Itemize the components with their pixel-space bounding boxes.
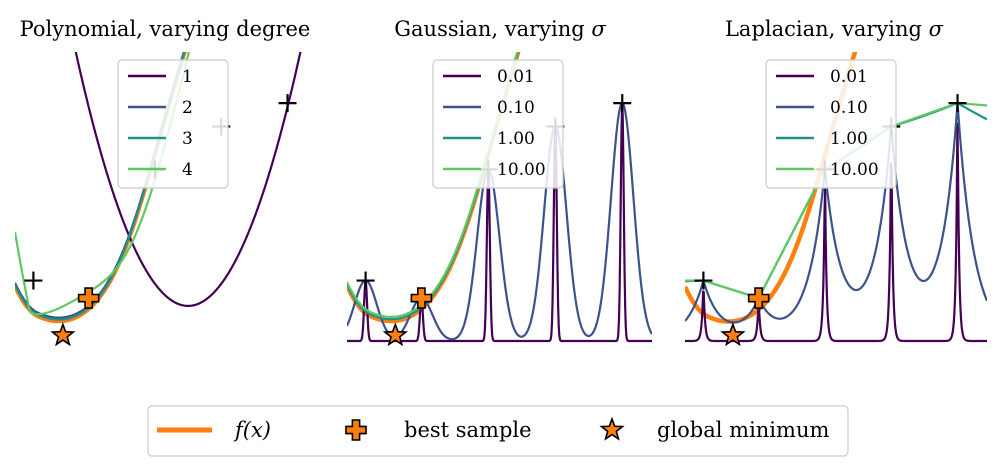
legend-label-2: 2 (182, 98, 193, 118)
legend-frame (117, 59, 229, 189)
legend-label-0.01: 0.01 (830, 67, 868, 87)
panel-polynomial: Polynomial, varying degree 1 2 3 4 (15, 17, 311, 347)
global-minimum-marker (50, 322, 76, 347)
sigma-symbol: σ (929, 17, 944, 41)
legend-label-3: 3 (182, 129, 193, 149)
sample-marker-4 (278, 94, 297, 113)
sample-marker-0 (694, 271, 713, 290)
panel-title-gaussian-prefix: Gaussian, varying (394, 17, 591, 41)
legend-label-0.10: 0.10 (497, 98, 535, 118)
global-minimum-marker (720, 322, 746, 347)
series-line-1 (74, 52, 302, 307)
legend-label-1: 1 (182, 67, 193, 87)
sample-marker-0 (24, 271, 43, 290)
panel-title-polynomial: Polynomial, varying degree (20, 17, 311, 41)
sample-marker-4 (613, 94, 632, 113)
sample-marker-0 (356, 271, 375, 290)
legend-frame (432, 59, 564, 189)
legend-gaussian: 0.01 0.10 1.00 10.00 (432, 59, 564, 189)
panel-gaussian: Gaussian, varying σ 0.01 0.10 1.00 10.00 (347, 17, 652, 347)
global-minimum-legend-label: global minimum (657, 418, 829, 442)
sample-marker-4 (948, 94, 967, 113)
global-minimum-marker (382, 322, 409, 347)
best-sample-legend-marker (345, 419, 367, 441)
legend-label-10.00: 10.00 (497, 160, 546, 180)
sigma-symbol: σ (591, 17, 606, 41)
legend-laplacian: 0.01 0.10 1.00 10.00 (765, 59, 897, 189)
best-sample-legend-label: best sample (404, 418, 532, 442)
legend-label-10.00: 10.00 (830, 160, 879, 180)
legend-label-1.00: 1.00 (830, 129, 868, 149)
global-minimum-legend-marker (599, 416, 625, 441)
panel-laplacian: Laplacian, varying σ 0.01 0.10 1.00 10.00 (685, 17, 987, 347)
legend-label-1.00: 1.00 (497, 129, 535, 149)
bottom-legend-frame (147, 405, 849, 457)
global-minimum-legend-shape (599, 416, 625, 441)
legend-label-4: 4 (182, 160, 193, 180)
panel-title-gaussian: Gaussian, varying σ (394, 17, 606, 41)
series-line-0.10 (685, 103, 987, 324)
legend-frame (765, 59, 897, 189)
best-sample-legend-shape (345, 419, 367, 441)
best-sample-marker (77, 287, 100, 309)
bottom-legend: f(x) best sample global minimum (147, 405, 849, 457)
legend-label-0.01: 0.01 (497, 67, 535, 87)
panel-title-laplacian-prefix: Laplacian, varying (725, 17, 929, 41)
objective-legend-label: f(x) (233, 418, 271, 442)
legend-polynomial: 1 2 3 4 (117, 59, 229, 189)
legend-label-0.10: 0.10 (830, 98, 868, 118)
best-sample-marker (410, 287, 433, 309)
panel-title-laplacian: Laplacian, varying σ (725, 17, 944, 41)
best-sample-marker (747, 287, 770, 309)
